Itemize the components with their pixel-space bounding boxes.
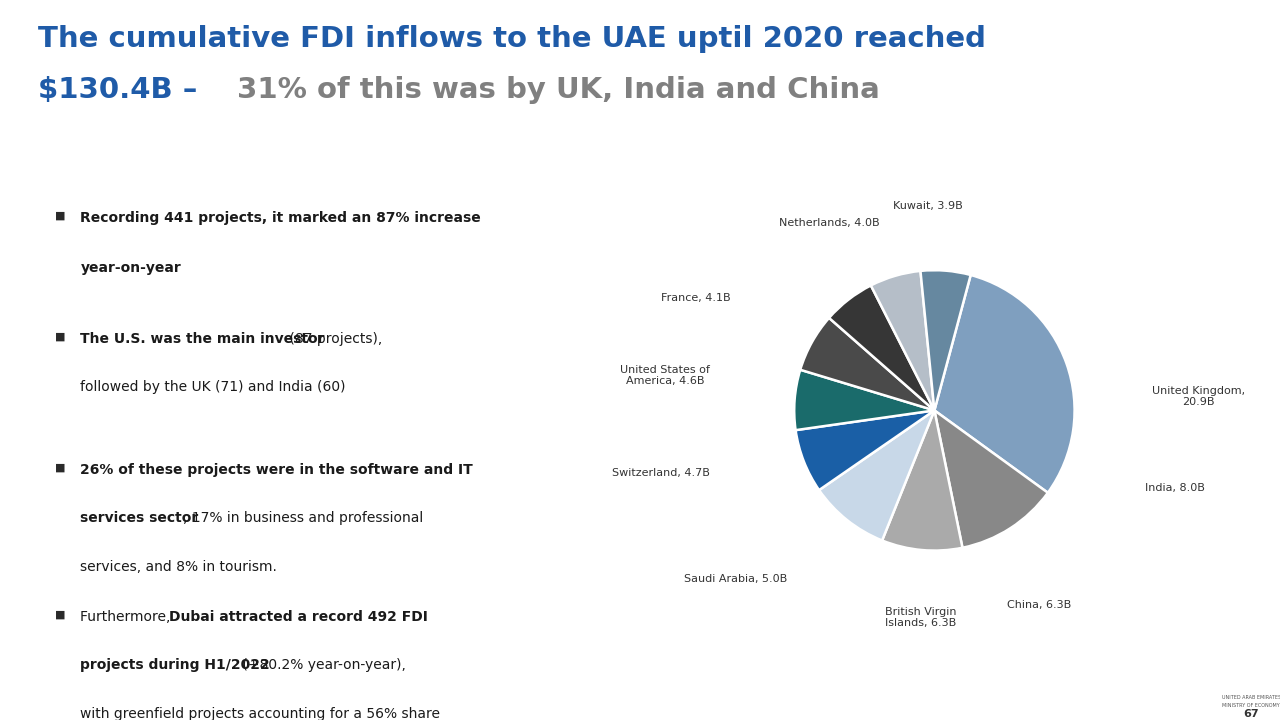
- Text: (+80.2% year-on-year),: (+80.2% year-on-year),: [238, 659, 406, 672]
- Text: United States of
America, 4.6B: United States of America, 4.6B: [621, 364, 710, 386]
- Text: UNITED ARAB EMIRATES: UNITED ARAB EMIRATES: [1221, 695, 1280, 700]
- Text: 31% of this was by UK, India and China: 31% of this was by UK, India and China: [237, 76, 879, 104]
- Text: ■: ■: [55, 610, 65, 620]
- Wedge shape: [794, 370, 934, 430]
- Text: with greenfield projects accounting for a 56% share: with greenfield projects accounting for …: [81, 707, 440, 720]
- Wedge shape: [829, 285, 934, 410]
- Text: Recording 441 projects, it marked an 87% increase: Recording 441 projects, it marked an 87%…: [81, 211, 481, 225]
- Text: Furthermore,: Furthermore,: [81, 610, 175, 624]
- Text: The U.S. was the main investor: The U.S. was the main investor: [81, 331, 325, 346]
- Text: $130.4B –: $130.4B –: [38, 76, 207, 104]
- Wedge shape: [800, 318, 934, 410]
- Text: India, 8.0B: India, 8.0B: [1144, 482, 1204, 492]
- Text: France, 4.1B: France, 4.1B: [662, 293, 731, 303]
- Text: In 2021, Dubai ranked first globally in terms of number of FDI projects: In 2021, Dubai ranked first globally in …: [42, 127, 552, 140]
- Text: projects during H1/2022: projects during H1/2022: [81, 659, 270, 672]
- Wedge shape: [870, 271, 934, 410]
- Text: Dubai attracted a record 492 FDI: Dubai attracted a record 492 FDI: [169, 610, 428, 624]
- Text: Switzerland, 4.7B: Switzerland, 4.7B: [612, 469, 710, 479]
- Text: followed by the UK (71) and India (60): followed by the UK (71) and India (60): [81, 380, 346, 394]
- Text: The cumulative FDI inflows to the UAE uptil 2020 reached: The cumulative FDI inflows to the UAE up…: [38, 25, 987, 53]
- Wedge shape: [882, 410, 963, 551]
- Text: British Virgin
Islands, 6.3B: British Virgin Islands, 6.3B: [884, 607, 956, 629]
- Text: ■: ■: [55, 331, 65, 341]
- Text: year-on-year: year-on-year: [81, 261, 182, 274]
- Text: MINISTRY OF ECONOMY: MINISTRY OF ECONOMY: [1222, 703, 1280, 708]
- Text: (87 projects),: (87 projects),: [285, 331, 383, 346]
- Text: Netherlands, 4.0B: Netherlands, 4.0B: [780, 218, 879, 228]
- Wedge shape: [819, 410, 934, 541]
- Wedge shape: [934, 410, 1048, 548]
- Text: services sector: services sector: [81, 511, 198, 526]
- Text: ■: ■: [55, 463, 65, 473]
- Text: 26% of these projects were in the software and IT: 26% of these projects were in the softwa…: [81, 463, 474, 477]
- Wedge shape: [920, 270, 970, 410]
- Text: 67: 67: [1243, 708, 1260, 719]
- Text: Kuwait, 3.9B: Kuwait, 3.9B: [892, 202, 963, 212]
- Text: services, and 8% in tourism.: services, and 8% in tourism.: [81, 559, 278, 574]
- Text: Cumulative FDI by major investor countries uptil 2020: Cumulative FDI by major investor countri…: [698, 126, 1165, 141]
- Wedge shape: [796, 410, 934, 490]
- Wedge shape: [934, 275, 1075, 492]
- Text: , 17% in business and professional: , 17% in business and professional: [183, 511, 424, 526]
- Text: China, 6.3B: China, 6.3B: [1007, 600, 1071, 610]
- Text: United Kingdom,
20.9B: United Kingdom, 20.9B: [1152, 386, 1245, 408]
- Text: Saudi Arabia, 5.0B: Saudi Arabia, 5.0B: [684, 574, 787, 584]
- Text: ■: ■: [55, 211, 65, 220]
